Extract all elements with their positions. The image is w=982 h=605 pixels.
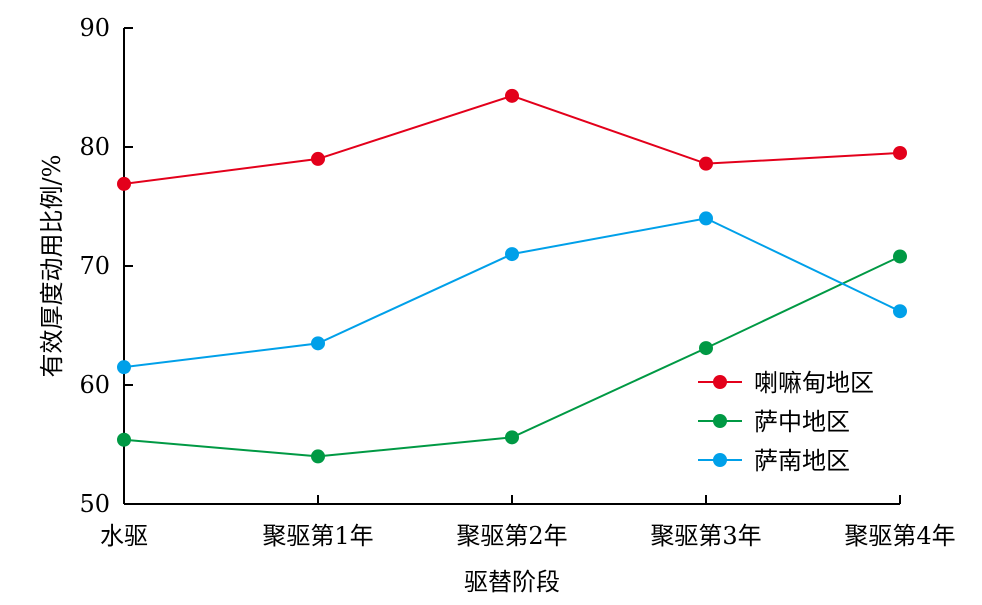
series-line <box>123 94 901 185</box>
data-point <box>699 211 713 226</box>
data-point <box>117 176 131 191</box>
x-tick-label: 聚驱第2年 <box>456 522 567 550</box>
legend-label: 萨南地区 <box>754 447 850 475</box>
data-point <box>699 341 713 356</box>
x-tick-label: 聚驱第4年 <box>844 522 955 550</box>
series-layer <box>117 88 907 464</box>
data-point <box>893 249 907 264</box>
data-point <box>893 304 907 319</box>
data-point <box>505 247 519 262</box>
data-point <box>117 360 131 375</box>
legend-label: 喇嘛甸地区 <box>754 369 874 397</box>
legend-swatch-marker <box>713 375 727 389</box>
series-2 <box>117 211 907 375</box>
legend-label: 萨中地区 <box>754 408 850 436</box>
x-axis-label: 驱替阶段 <box>464 568 560 596</box>
x-tick-label: 聚驱第1年 <box>262 522 373 550</box>
data-point <box>311 449 325 464</box>
data-point <box>117 432 131 447</box>
series-1 <box>117 249 907 464</box>
y-tick-label: 90 <box>79 14 110 42</box>
legend-item: 喇嘛甸地区 <box>698 369 874 397</box>
data-point <box>893 145 907 160</box>
x-ticks: 水驱 聚驱第1年 聚驱第2年 聚驱第3年 聚驱第4年 <box>100 495 956 550</box>
y-tick-label: 50 <box>79 490 110 518</box>
data-point <box>505 88 519 103</box>
x-tick-label: 聚驱第3年 <box>650 522 761 550</box>
y-ticks: 50 60 70 80 90 <box>79 14 133 518</box>
y-tick-label: 60 <box>79 371 110 399</box>
series-0 <box>117 88 907 191</box>
legend-item: 萨南地区 <box>698 447 850 475</box>
legend-swatch-marker <box>713 453 727 467</box>
legend-swatch-marker <box>713 414 727 428</box>
data-point <box>311 151 325 166</box>
y-tick-label: 70 <box>79 252 110 280</box>
x-tick-label: 水驱 <box>100 522 148 550</box>
y-axis-label: 有效厚度动用比例/% <box>38 155 66 378</box>
legend-item: 萨中地区 <box>698 408 850 436</box>
y-tick-label: 80 <box>79 133 110 161</box>
data-point <box>699 156 713 171</box>
data-point <box>505 430 519 445</box>
series-line <box>123 217 901 369</box>
data-point <box>311 336 325 351</box>
